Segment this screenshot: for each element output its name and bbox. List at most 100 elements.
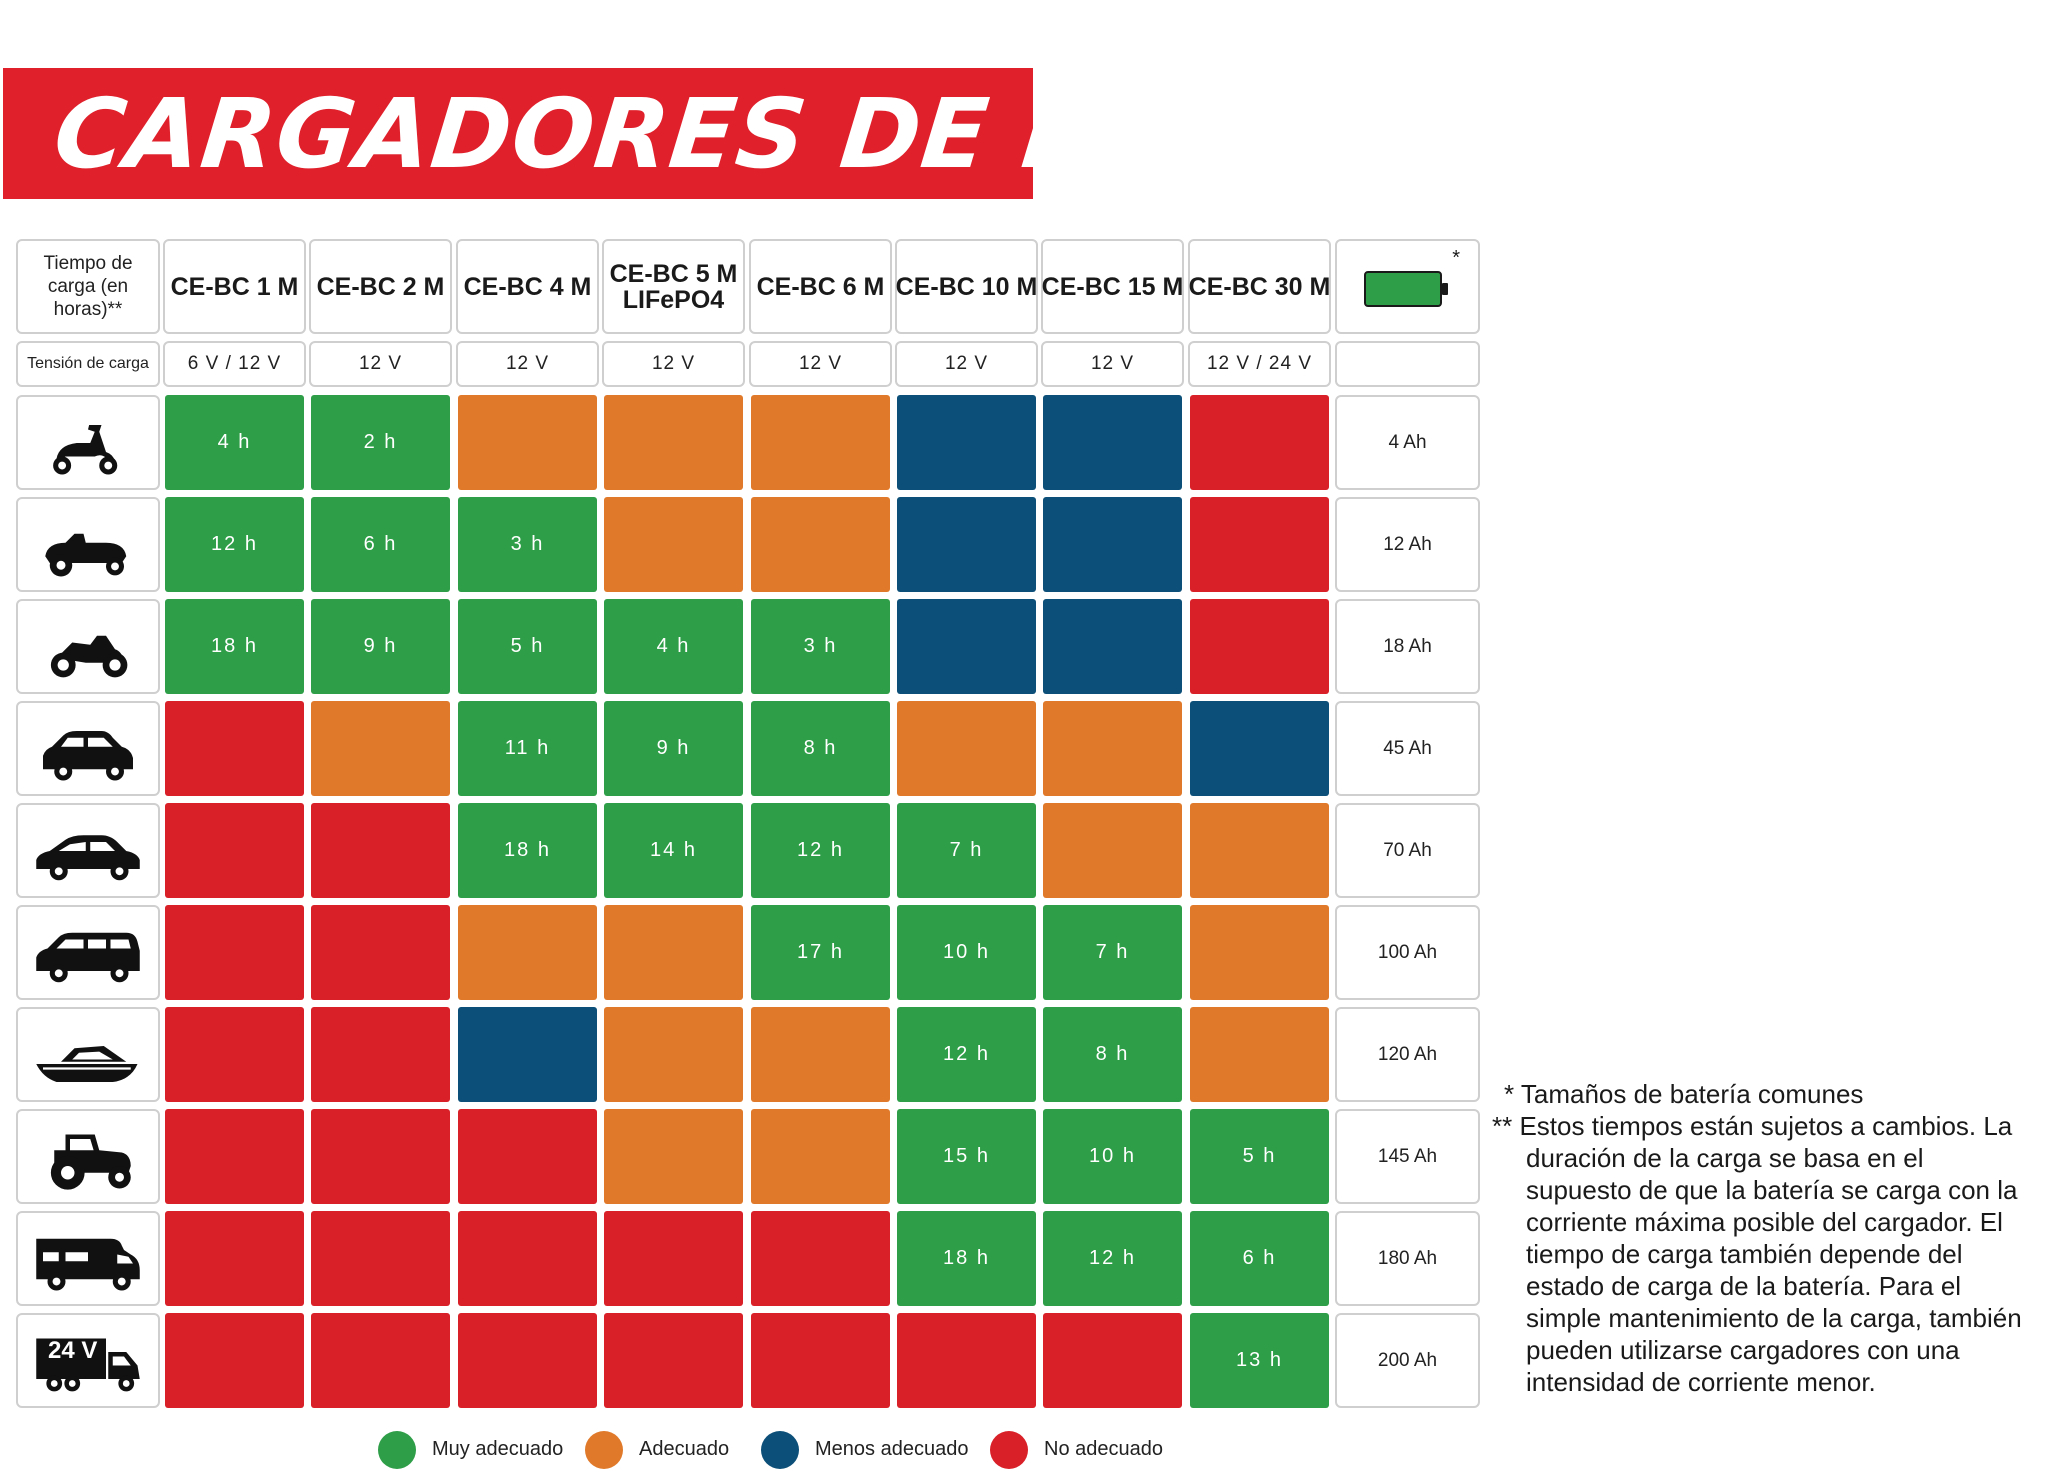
- charge-time: 8 h: [1095, 1043, 1130, 1065]
- model-header: CE-BC 1 M: [163, 239, 306, 334]
- vehicle-cell: [16, 1109, 160, 1204]
- rating-cell: 7 h: [897, 803, 1036, 898]
- rating-cell: 8 h: [1043, 1007, 1182, 1102]
- rating-cell: 6 h: [1190, 1211, 1329, 1306]
- farm-tractor-icon: [50, 1134, 131, 1190]
- battery-capacity: 18 Ah: [1335, 599, 1480, 694]
- rating-cell: [1190, 497, 1329, 592]
- rating-cell: [311, 1109, 450, 1204]
- rating-cell: [604, 1211, 743, 1306]
- footnote-common-sizes: * Tamaños de batería comunes: [1504, 1079, 1864, 1109]
- voltage-cell: 12 V: [602, 341, 745, 387]
- charge-time: 4 h: [217, 431, 252, 453]
- rating-cell: [604, 1109, 743, 1204]
- rating-cell: [751, 1211, 890, 1306]
- battery-icon: [1363, 270, 1448, 307]
- vehicle-cell: [16, 497, 160, 592]
- charge-time: 6 h: [1242, 1247, 1277, 1269]
- rating-cell: 14 h: [604, 803, 743, 898]
- model-name: CE-BC 30 M: [1188, 272, 1331, 301]
- charge-time: 9 h: [656, 737, 691, 759]
- rating-cell: [165, 1211, 304, 1306]
- rating-cell: [165, 1109, 304, 1204]
- charge-time: 5 h: [510, 635, 545, 657]
- rating-cell: [311, 803, 450, 898]
- model-name: CE-BC 6 M: [756, 272, 885, 301]
- rating-cell: 12 h: [897, 1007, 1036, 1102]
- rating-cell: 9 h: [604, 701, 743, 796]
- charge-time: 5 h: [1242, 1145, 1277, 1167]
- rating-cell: [604, 1313, 743, 1408]
- rating-cell: [311, 701, 450, 796]
- rating-cell: 11 h: [458, 701, 597, 796]
- rating-cell: [165, 1313, 304, 1408]
- charge-time: 11 h: [504, 737, 551, 759]
- rating-cell: [604, 905, 743, 1000]
- charge-time: 10 h: [1089, 1145, 1136, 1167]
- rating-cell: [1190, 701, 1329, 796]
- model-name: CE-BC 2 M: [316, 272, 445, 301]
- rating-cell: [897, 395, 1036, 490]
- rating-cell: 10 h: [1043, 1109, 1182, 1204]
- charge-time: 18 h: [211, 635, 258, 657]
- charge-time: 12 h: [797, 839, 844, 861]
- model-header: CE-BC 2 M: [309, 239, 452, 334]
- rating-cell: [1190, 1007, 1329, 1102]
- rating-cell: [604, 1007, 743, 1102]
- rating-cell: [311, 1007, 450, 1102]
- battery-capacity: 100 Ah: [1335, 905, 1480, 1000]
- rating-cell: [897, 599, 1036, 694]
- legend-label: Menos adecuado: [815, 1438, 969, 1460]
- rating-cell: [165, 905, 304, 1000]
- rating-cell: 12 h: [751, 803, 890, 898]
- rating-cell: [751, 1109, 890, 1204]
- legend-swatch: [990, 1431, 1028, 1469]
- model-header: CE-BC 4 M: [456, 239, 599, 334]
- rating-cell: [1043, 803, 1182, 898]
- model-name: CE-BC 15 M: [1041, 272, 1184, 301]
- rating-cell: 5 h: [458, 599, 597, 694]
- legend-label: Muy adecuado: [432, 1438, 564, 1460]
- truck-24v-icon: [36, 1338, 140, 1391]
- charge-time: 6 h: [363, 533, 398, 555]
- battery-asterisk: *: [1452, 247, 1460, 269]
- battery-capacity: 200 Ah: [1335, 1313, 1480, 1408]
- model-header: CE-BC 6 M: [749, 239, 892, 334]
- charge-time: 7 h: [1095, 941, 1130, 963]
- rating-cell: [1043, 701, 1182, 796]
- vehicle-cell: [16, 803, 160, 898]
- rating-cell: 4 h: [604, 599, 743, 694]
- footnotes: * Tamaños de batería comunes ** Estos ti…: [1492, 1078, 2032, 1398]
- rating-cell: 9 h: [311, 599, 450, 694]
- charge-time: 7 h: [949, 839, 984, 861]
- battery-capacity: 120 Ah: [1335, 1007, 1480, 1102]
- voltage-cell: 12 V: [456, 341, 599, 387]
- charge-time: 3 h: [510, 533, 545, 555]
- legend-swatch: [585, 1431, 623, 1469]
- rating-cell: 12 h: [165, 497, 304, 592]
- voltage-cell: 12 V: [749, 341, 892, 387]
- rating-cell: 17 h: [751, 905, 890, 1000]
- model-header: CE-BC 15 M: [1041, 239, 1184, 334]
- voltage-cell: 12 V: [1041, 341, 1184, 387]
- legend-swatch: [378, 1431, 416, 1469]
- vehicle-cell: [16, 701, 160, 796]
- rating-cell: [1043, 395, 1182, 490]
- battery-capacity: 145 Ah: [1335, 1109, 1480, 1204]
- charge-time: 10 h: [943, 941, 990, 963]
- battery-capacity: 45 Ah: [1335, 701, 1480, 796]
- rating-cell: [1190, 395, 1329, 490]
- model-name: CE-BC 10 M: [895, 272, 1038, 301]
- small-car-icon: [43, 730, 133, 780]
- model-name: CE-BC 4 M: [463, 272, 592, 301]
- rating-cell: 18 h: [458, 803, 597, 898]
- rating-cell: [458, 1211, 597, 1306]
- vehicle-cell: [16, 1211, 160, 1306]
- rating-cell: [897, 1313, 1036, 1408]
- page-title: CARGADORES DE BATERÍAS: [49, 78, 1560, 190]
- charge-time: 18 h: [504, 839, 551, 861]
- battery-capacity: 180 Ah: [1335, 1211, 1480, 1306]
- charge-time: 12 h: [211, 533, 258, 555]
- rating-cell: 10 h: [897, 905, 1036, 1000]
- model-subname: LIFePO4: [622, 285, 725, 314]
